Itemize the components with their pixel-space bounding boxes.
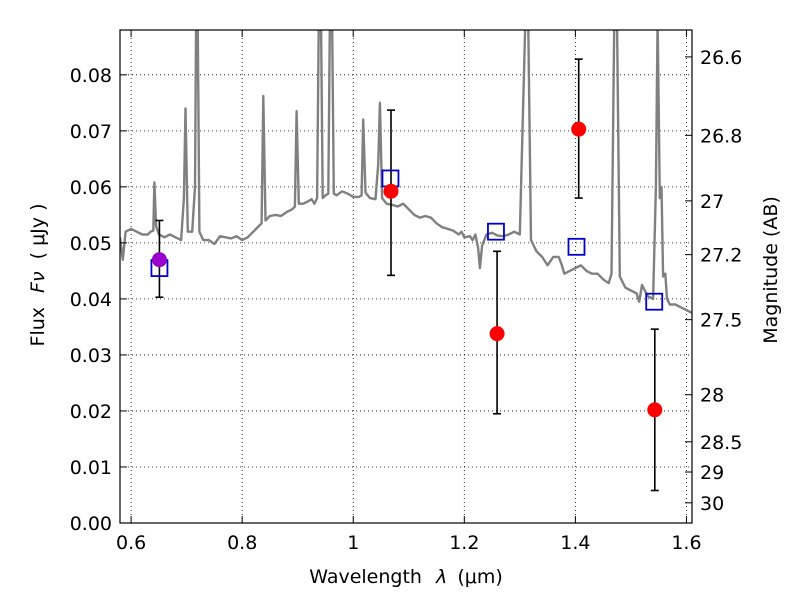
y-tick-label: 0.08 [70, 65, 112, 87]
y-tick-label: 0.03 [70, 345, 112, 367]
observed-point [647, 402, 663, 418]
y2-tick-label: 28 [700, 385, 724, 407]
observed-point [571, 121, 587, 137]
y-tick-label: 0.07 [70, 121, 112, 143]
y-tick-label: 0.04 [70, 289, 112, 311]
plot-frame [119, 29, 693, 524]
x-tick-label: 1.4 [560, 532, 590, 554]
y2-tick-label: 30 [700, 493, 724, 515]
y2-tick-label: 28.5 [700, 432, 742, 454]
y-tick-label: 0.06 [70, 177, 112, 199]
y-tick-label: 0.00 [70, 513, 112, 535]
grid-lines [120, 30, 692, 524]
x-tick-label: 1.2 [449, 532, 479, 554]
observed-point [151, 252, 167, 268]
y2-tick-label: 27.2 [700, 245, 742, 267]
model-spectrum-line [120, 30, 692, 314]
y-axis-label: Flux Fν ( μJy ) [27, 204, 49, 347]
x-tick-label: 0.8 [227, 532, 257, 554]
ticks-layer: 0.6 0.8 1 1.2 1.4 1.6 0.00 0.01 0.02 0.03 0.04 0.05… [70, 30, 742, 554]
y2-tick-label: 27 [700, 191, 724, 213]
observed-point [489, 326, 505, 342]
observed-point [383, 183, 399, 199]
spectrum-layer [120, 30, 692, 314]
y2-tick-label: 27.5 [700, 310, 742, 332]
y-tick-label: 0.01 [70, 457, 112, 479]
y-tick-label: 0.02 [70, 401, 112, 423]
y2-tick-label: 29 [700, 462, 724, 484]
y2-tick-label: 26.6 [700, 47, 742, 69]
y2-axis-label: Magnitude (AB) [760, 196, 782, 344]
y-tick-label: 0.05 [70, 233, 112, 255]
x-tick-label: 1.6 [671, 532, 701, 554]
y2-tick-label: 26.8 [700, 125, 742, 147]
model-photometry-square [645, 292, 664, 311]
markers-layer [150, 58, 664, 492]
x-axis-label: Wavelength λ (μm) [309, 566, 502, 588]
model-photometry-square [487, 222, 505, 241]
x-tick-label: 1 [347, 532, 359, 554]
x-tick-label: 0.6 [116, 532, 146, 554]
model-photometry-square [567, 237, 586, 256]
